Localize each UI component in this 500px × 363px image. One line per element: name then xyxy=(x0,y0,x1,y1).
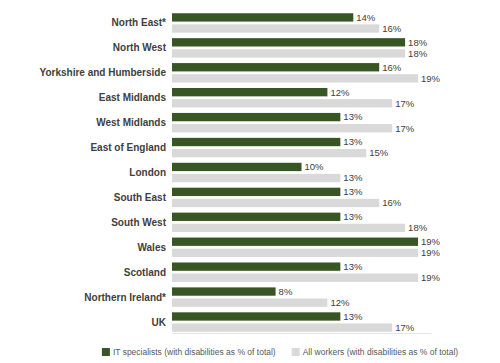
data-label: 12% xyxy=(330,87,350,98)
tick: Yorkshire and Humberside xyxy=(39,67,166,78)
bar xyxy=(172,199,379,207)
bar xyxy=(172,49,405,57)
axis-line xyxy=(173,333,432,334)
tick: London xyxy=(129,167,166,178)
bar xyxy=(172,124,392,132)
bar xyxy=(172,113,340,121)
tick: North West xyxy=(113,42,167,53)
tick-label: South West xyxy=(111,217,166,228)
data-label: 13% xyxy=(343,136,363,147)
tick-label: London xyxy=(129,167,166,178)
bar xyxy=(172,13,353,21)
tick: UK xyxy=(152,317,167,328)
data-label: 16% xyxy=(382,23,402,34)
tick: South East xyxy=(114,192,167,203)
bar xyxy=(172,299,327,307)
data-label: 17% xyxy=(395,98,415,109)
data-label: 13% xyxy=(343,111,363,122)
data-labels: 14% 18% 16% 12% 13% 13% 10% 13% 13% 19% 13% 8% 13% 16… xyxy=(279,12,441,333)
tick-label: North East* xyxy=(112,17,167,28)
bar xyxy=(172,149,366,157)
tick: Scotland xyxy=(124,267,166,278)
data-label: 19% xyxy=(421,247,441,258)
legend: IT specialists (with disabilities as % o… xyxy=(102,347,458,357)
data-label: 18% xyxy=(408,222,428,233)
bar xyxy=(172,249,418,257)
bar xyxy=(172,174,340,182)
tick: Wales xyxy=(137,242,166,253)
data-label: 19% xyxy=(421,236,441,247)
tick-label: North West xyxy=(113,42,167,53)
tick-label: Scotland xyxy=(124,267,166,278)
legend-swatch xyxy=(102,348,110,356)
data-label: 8% xyxy=(279,286,293,297)
bars xyxy=(172,13,418,332)
bar xyxy=(172,24,379,32)
y-axis: North East* North West Yorkshire and Humbe… xyxy=(39,17,166,327)
bar xyxy=(172,38,405,46)
tick: Northern Ireland* xyxy=(84,292,166,303)
data-label: 19% xyxy=(421,272,441,283)
tick-label: West Midlands xyxy=(96,117,166,128)
tick-label: Wales xyxy=(137,242,166,253)
legend-label: IT specialists (with disabilities as % o… xyxy=(113,347,276,357)
chart: 14% 18% 16% 12% 13% 13% 10% 13% 13% 19% 13% 8% 13% 16… xyxy=(0,0,500,363)
tick: North East* xyxy=(112,17,167,28)
legend-label: All workers (with disabilities as % of t… xyxy=(303,347,459,357)
data-label: 16% xyxy=(382,197,402,208)
bar xyxy=(172,224,405,232)
bar xyxy=(172,287,276,295)
x-axis xyxy=(173,333,432,334)
tick: South West xyxy=(111,217,166,228)
tick-label: East of England xyxy=(90,142,166,153)
data-label: 17% xyxy=(395,123,415,134)
data-label: 13% xyxy=(343,211,363,222)
tick: East Midlands xyxy=(99,92,167,103)
data-label: 18% xyxy=(408,37,428,48)
tick-label: Yorkshire and Humberside xyxy=(39,67,166,78)
tick-label: Northern Ireland* xyxy=(84,292,166,303)
data-label: 17% xyxy=(395,322,415,333)
bar xyxy=(172,138,340,146)
data-label: 16% xyxy=(382,62,402,73)
data-label: 13% xyxy=(343,172,363,183)
data-label: 10% xyxy=(305,161,325,172)
bar xyxy=(172,262,340,270)
data-label: 13% xyxy=(343,186,363,197)
data-label: 18% xyxy=(408,48,428,59)
bar xyxy=(172,274,418,282)
tick: West Midlands xyxy=(96,117,166,128)
bar xyxy=(172,163,302,171)
tick-label: South East xyxy=(114,192,167,203)
bar xyxy=(172,188,340,196)
bar xyxy=(172,238,418,246)
bar xyxy=(172,74,418,82)
legend-swatch xyxy=(292,348,300,356)
data-label: 14% xyxy=(356,12,376,23)
data-label: 13% xyxy=(343,261,363,272)
bar xyxy=(172,312,340,320)
bar xyxy=(172,88,327,96)
bar xyxy=(172,63,379,71)
data-label: 12% xyxy=(330,297,350,308)
bar xyxy=(172,323,392,331)
bar xyxy=(172,99,392,107)
tick: East of England xyxy=(90,142,166,153)
data-label: 15% xyxy=(369,147,389,158)
tick-label: East Midlands xyxy=(99,92,167,103)
data-label: 13% xyxy=(343,311,363,322)
bar xyxy=(172,213,340,221)
legend-item: IT specialists (with disabilities as % o… xyxy=(102,347,276,357)
data-label: 19% xyxy=(421,73,441,84)
legend-item: All workers (with disabilities as % of t… xyxy=(292,347,459,357)
tick-label: UK xyxy=(152,317,167,328)
